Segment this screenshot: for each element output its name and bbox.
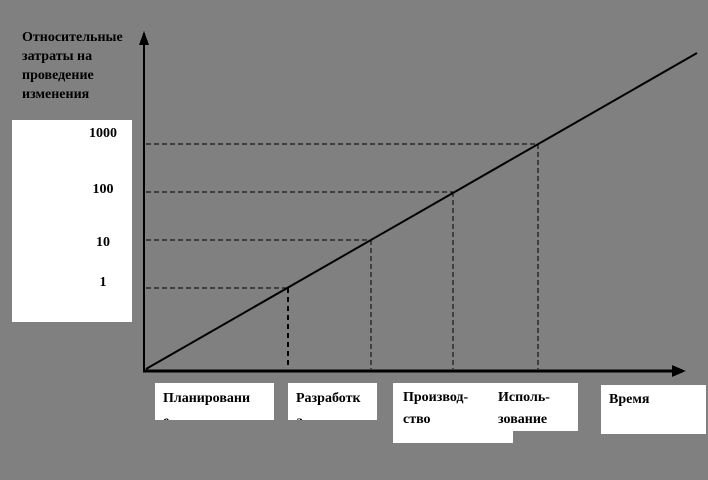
y-tick-panel xyxy=(12,120,132,322)
x-axis-label-box: Время xyxy=(601,385,706,434)
stage-label-production: Производ- ство xyxy=(403,390,469,427)
stage-box-usage: Исполь- зование xyxy=(490,383,578,431)
y-axis-arrowhead xyxy=(139,31,149,45)
y-tick-1000: 1000 xyxy=(89,126,117,141)
x-axis-arrowhead xyxy=(672,365,686,377)
stage-label-usage: Исполь- зование xyxy=(498,390,550,427)
y-tick-100: 100 xyxy=(92,182,114,197)
stage-label-planning: Планировани е xyxy=(163,391,251,420)
stage-box-development: Разработк а xyxy=(288,383,377,420)
y-axis-title: Относительные затраты на проведение изме… xyxy=(22,30,123,102)
stage-label-development: Разработк а xyxy=(296,391,361,420)
y-tick-10: 10 xyxy=(96,235,110,250)
cost-growth-line xyxy=(145,52,698,370)
y-tick-1: 1 xyxy=(99,275,107,290)
x-axis-label: Время xyxy=(609,392,650,407)
stage-box-planning: Планировани е xyxy=(155,383,274,420)
